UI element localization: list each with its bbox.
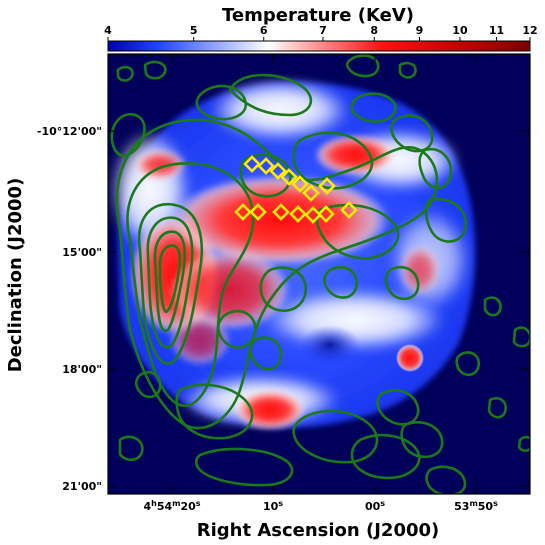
- diamond-marker: [272, 203, 290, 221]
- diamond-marker: [243, 155, 261, 173]
- x-axis-label: Right Ascension (J2000): [197, 520, 440, 541]
- y-tick-label: 18'00": [62, 363, 102, 376]
- radio-contours: [110, 54, 530, 494]
- colorbar-tick-label: 9: [416, 24, 424, 37]
- diamond-marker: [280, 168, 298, 186]
- colorbar-tick-label: 11: [489, 24, 504, 37]
- colorbar-tick-label: 8: [370, 24, 378, 37]
- x-tick-label: 10s: [263, 499, 283, 513]
- y-axis-label: Declination (J2000): [5, 178, 26, 373]
- diamond-marker: [291, 175, 309, 193]
- colorbar-ticks: 4 5 6 7 8 9 10 11 12: [104, 24, 538, 41]
- diamond-marker: [249, 203, 267, 221]
- heatmap-image: [108, 54, 530, 494]
- colorbar-tick-label: 4: [104, 24, 112, 37]
- x-tick-label: 4h54m20s: [143, 499, 200, 513]
- diamond-marker: [302, 184, 320, 202]
- y-tick-label: 21'00": [62, 480, 102, 493]
- diamond-marker: [269, 162, 287, 180]
- colorbar-tick-label: 10: [452, 24, 468, 37]
- diamond-marker: [234, 203, 252, 221]
- colorbar-tick-label: 5: [190, 24, 198, 37]
- colorbar-tick-label: 6: [260, 24, 268, 37]
- x-tick-labels: 4h54m20s 10s 00s 53m50s: [143, 499, 498, 513]
- colorbar: [107, 40, 531, 52]
- plot-frame: [107, 53, 531, 495]
- colorbar-title: Temperature (KeV): [222, 5, 414, 26]
- colorbar-tick-label: 12: [522, 24, 537, 37]
- diamond-marker: [318, 177, 336, 195]
- y-tick-label: 15'00": [62, 246, 102, 259]
- diamond-marker: [304, 206, 322, 224]
- marker-layer: [234, 155, 358, 224]
- diamond-marker: [340, 201, 358, 219]
- diamond-marker: [257, 157, 275, 175]
- y-tick-label: -10°12'00": [37, 125, 102, 138]
- frame-ticks: [108, 54, 530, 494]
- diamond-marker: [289, 205, 307, 223]
- colorbar-tick-label: 7: [319, 24, 327, 37]
- y-tick-labels: -10°12'00" 15'00" 18'00" 21'00": [37, 125, 102, 493]
- x-tick-label: 53m50s: [454, 499, 498, 513]
- x-tick-label: 00s: [365, 499, 385, 513]
- diamond-marker: [317, 205, 335, 223]
